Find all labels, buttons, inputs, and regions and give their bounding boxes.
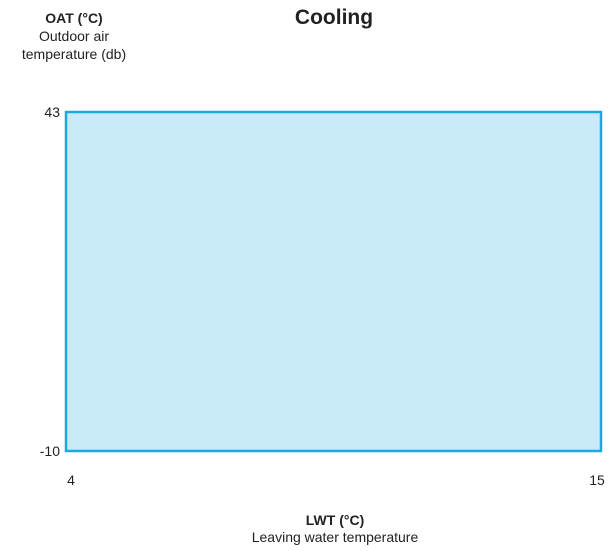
x-axis-label-main: LWT (°C) bbox=[305, 512, 365, 528]
y-axis-label-line2: Outdoor air bbox=[38, 28, 110, 44]
chart-title: Cooling bbox=[294, 6, 374, 29]
y-tick-label: 43 bbox=[44, 104, 60, 120]
y-axis-label: OAT (°C) Outdoor air temperature (db) bbox=[0, 9, 148, 63]
x-axis-label: LWT (°C) Leaving water temperature bbox=[180, 512, 490, 546]
y-axis-label-main: OAT (°C) bbox=[45, 10, 103, 26]
y-axis-label-line3: temperature (db) bbox=[21, 46, 127, 62]
operating-region bbox=[64, 110, 603, 453]
x-tick-label: 15 bbox=[589, 472, 605, 488]
y-tick-label: -10 bbox=[40, 443, 60, 459]
x-tick-label: 4 bbox=[67, 472, 75, 488]
x-axis-label-line2: Leaving water temperature bbox=[251, 529, 419, 545]
